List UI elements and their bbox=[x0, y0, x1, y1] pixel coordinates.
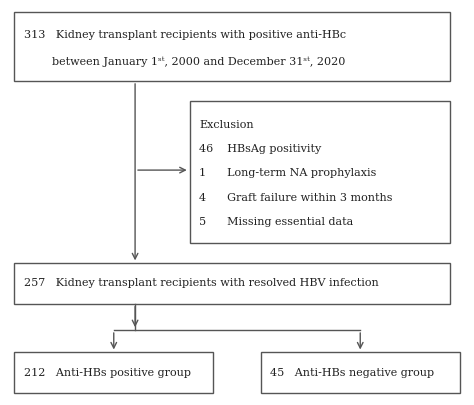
Text: 46    HBsAg positivity: 46 HBsAg positivity bbox=[199, 144, 321, 154]
FancyBboxPatch shape bbox=[190, 101, 450, 243]
Text: 257   Kidney transplant recipients with resolved HBV infection: 257 Kidney transplant recipients with re… bbox=[24, 279, 378, 288]
Text: between January 1ˢᵗ, 2000 and December 31ˢᵗ, 2020: between January 1ˢᵗ, 2000 and December 3… bbox=[24, 56, 345, 67]
Text: 212   Anti-HBs positive group: 212 Anti-HBs positive group bbox=[24, 368, 191, 377]
Text: 45   Anti-HBs negative group: 45 Anti-HBs negative group bbox=[270, 368, 434, 377]
FancyBboxPatch shape bbox=[14, 12, 450, 81]
Text: 313   Kidney transplant recipients with positive anti-HBc: 313 Kidney transplant recipients with po… bbox=[24, 30, 346, 40]
Text: 5      Missing essential data: 5 Missing essential data bbox=[199, 217, 353, 227]
FancyBboxPatch shape bbox=[14, 352, 213, 393]
FancyBboxPatch shape bbox=[14, 263, 450, 304]
Text: 1      Long-term NA prophylaxis: 1 Long-term NA prophylaxis bbox=[199, 168, 376, 178]
Text: 4      Graft failure within 3 months: 4 Graft failure within 3 months bbox=[199, 193, 392, 202]
FancyBboxPatch shape bbox=[261, 352, 460, 393]
Text: Exclusion: Exclusion bbox=[199, 120, 254, 130]
